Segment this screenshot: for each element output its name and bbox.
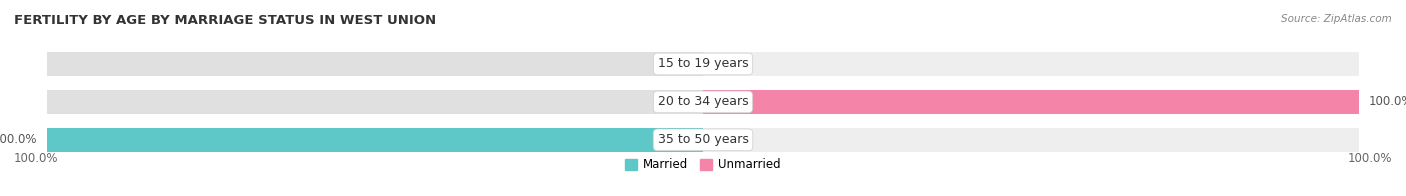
- Text: Source: ZipAtlas.com: Source: ZipAtlas.com: [1281, 14, 1392, 24]
- Bar: [703, 52, 1360, 76]
- Bar: [703, 128, 1360, 152]
- Text: FERTILITY BY AGE BY MARRIAGE STATUS IN WEST UNION: FERTILITY BY AGE BY MARRIAGE STATUS IN W…: [14, 14, 436, 27]
- Text: 0.0%: 0.0%: [720, 57, 749, 71]
- Text: 0.0%: 0.0%: [657, 57, 686, 71]
- Text: 0.0%: 0.0%: [720, 133, 749, 146]
- Text: 100.0%: 100.0%: [1369, 95, 1406, 108]
- Bar: [46, 90, 703, 114]
- Text: 100.0%: 100.0%: [1347, 152, 1392, 165]
- Text: 15 to 19 years: 15 to 19 years: [658, 57, 748, 71]
- Bar: [46, 128, 703, 152]
- Bar: [703, 90, 1360, 114]
- Bar: [46, 52, 703, 76]
- Text: 100.0%: 100.0%: [0, 133, 37, 146]
- Text: 20 to 34 years: 20 to 34 years: [658, 95, 748, 108]
- Legend: Married, Unmarried: Married, Unmarried: [620, 153, 786, 176]
- Text: 35 to 50 years: 35 to 50 years: [658, 133, 748, 146]
- Text: 0.0%: 0.0%: [657, 95, 686, 108]
- Bar: [46, 128, 703, 152]
- Text: 100.0%: 100.0%: [14, 152, 59, 165]
- Bar: [703, 90, 1360, 114]
